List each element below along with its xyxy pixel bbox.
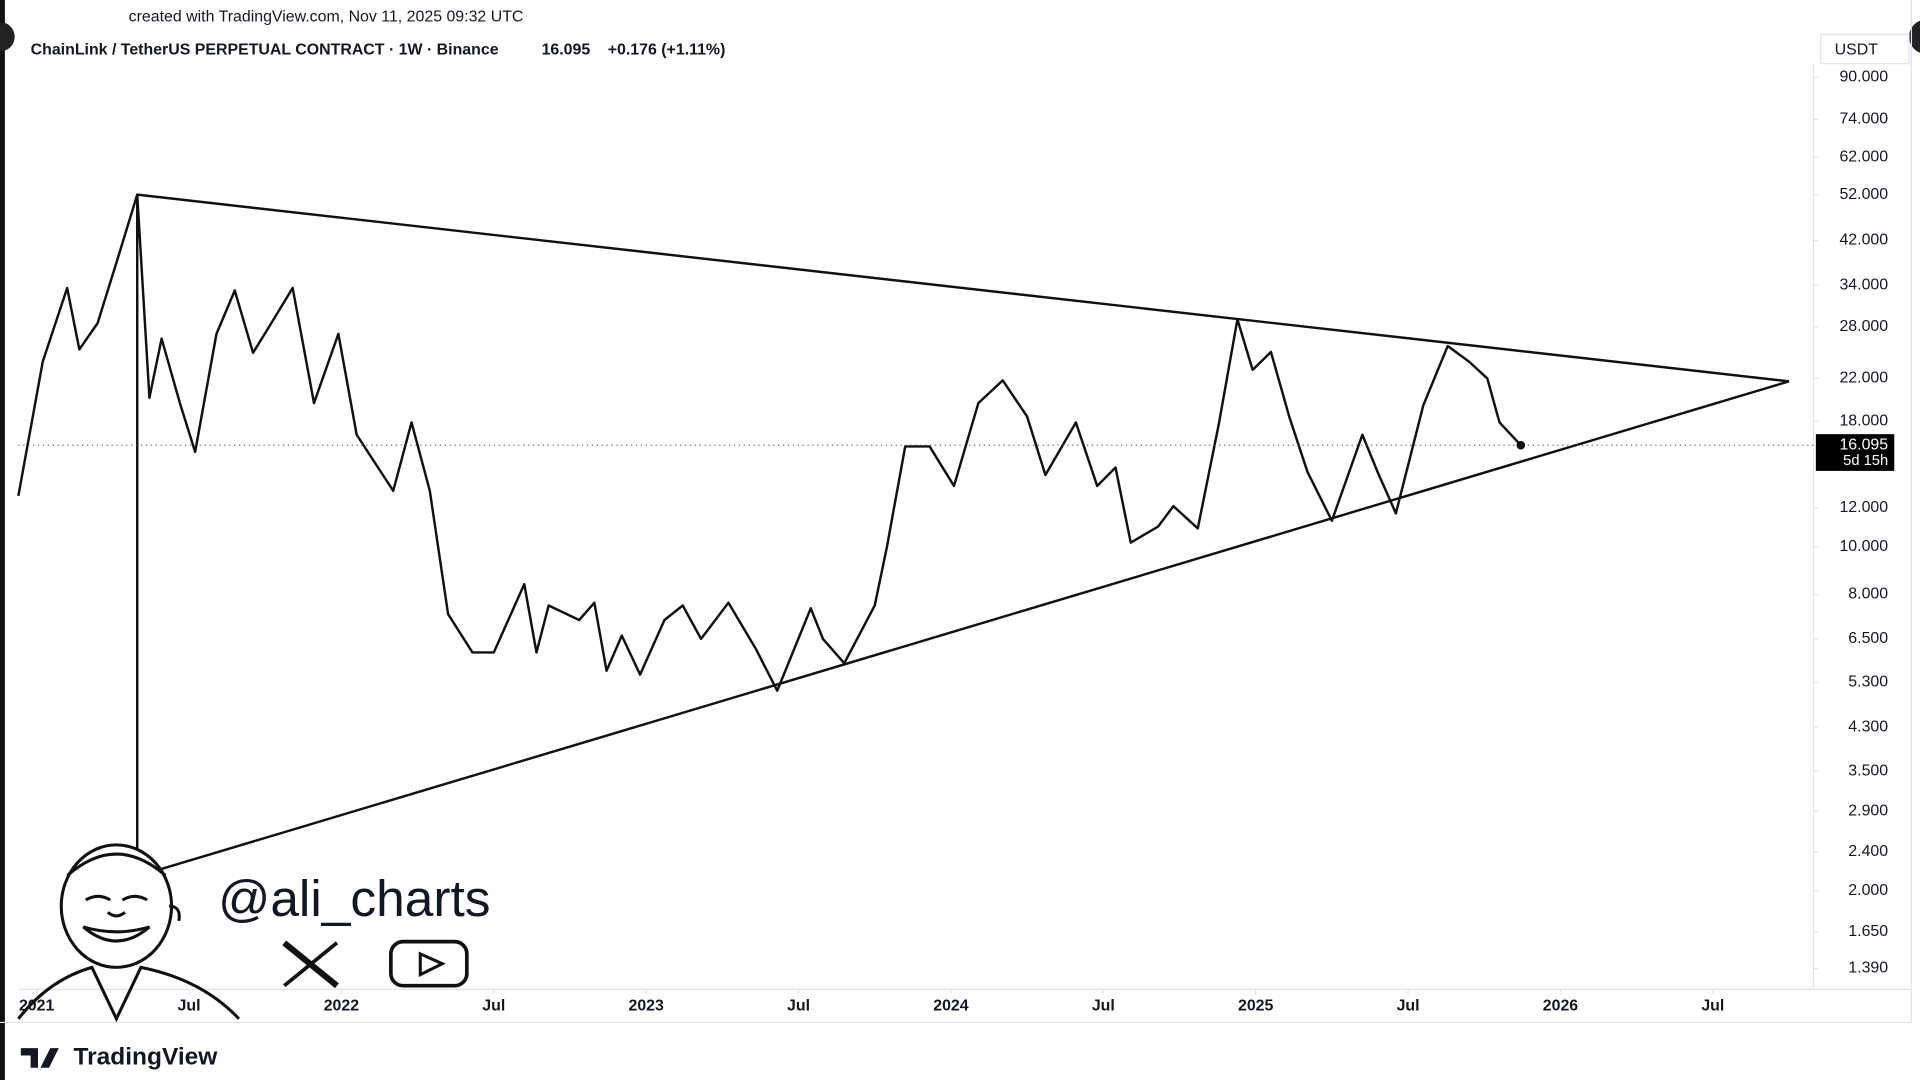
x-tick-label: Jul: [482, 998, 505, 1015]
y-tick-label: 3.500: [1848, 762, 1888, 779]
x-tick-label: 2023: [628, 998, 664, 1015]
trendline: [136, 380, 1790, 878]
y-tick-label: 4.300: [1848, 718, 1888, 735]
y-tick-label: 5.300: [1848, 674, 1888, 691]
x-tick-label: 2022: [324, 998, 360, 1015]
price-change: +0.176 (+1.11%): [608, 41, 726, 58]
youtube-logo[interactable]: [389, 939, 469, 988]
price-tag-value: 16.095: [1839, 436, 1888, 453]
avatar: [17, 843, 241, 1023]
created-note: created with TradingView.com, Nov 11, 20…: [129, 8, 524, 25]
y-tick-label: 28.000: [1839, 318, 1888, 335]
y-tick-label: 6.500: [1848, 630, 1888, 647]
x-tick-label: Jul: [178, 998, 201, 1015]
x-tick-label: Jul: [1092, 998, 1115, 1015]
x-tick-label: 2021: [19, 998, 55, 1015]
left-edge: [0, 0, 5, 1080]
currency: USDT: [1835, 41, 1879, 58]
last-price: 16.095: [542, 41, 591, 58]
y-tick-label: 1.390: [1848, 960, 1888, 977]
y-tick-label: 18.000: [1839, 412, 1888, 429]
y-tick-label: 74.000: [1839, 110, 1888, 127]
watermark-handle: @ali_charts: [218, 869, 490, 927]
price-tag: [1815, 434, 1895, 471]
y-tick-label: 42.000: [1839, 231, 1888, 248]
y-tick-label: 8.000: [1848, 586, 1888, 603]
y-tick-label: 12.000: [1839, 499, 1888, 516]
y-tick-label: 52.000: [1839, 186, 1888, 203]
currency-box[interactable]: [1820, 33, 1910, 65]
x-tick-label: 2026: [1543, 998, 1579, 1015]
y-tick-label: 2.400: [1848, 843, 1888, 860]
price-line: [17, 193, 1522, 692]
plot: 1.390 1.650 2.000 2.400 2.900 3.500 4.300 5.300…: [17, 69, 1895, 1015]
y-tick-label: 34.000: [1839, 277, 1888, 294]
nav-button[interactable]: [0, 22, 15, 52]
y-tick-label: 2.900: [1848, 803, 1888, 820]
price-tag-countdown: 5d 15h: [1843, 453, 1888, 469]
x-tick-label: 2024: [933, 998, 969, 1015]
y-tick-label: 1.650: [1848, 923, 1888, 940]
x-tick-label: 2025: [1238, 998, 1274, 1015]
chart-title: ChainLink / TetherUS PERPETUAL CONTRACT …: [31, 41, 499, 58]
x-tick-label: Jul: [1397, 998, 1420, 1015]
trendline: [137, 193, 1790, 383]
y-tick-label: 10.000: [1839, 538, 1888, 555]
x-tick-label: Jul: [787, 998, 810, 1015]
brand-name: TradingView: [74, 1043, 219, 1070]
y-tick-label: 2.000: [1848, 882, 1888, 899]
y-tick-label: 22.000: [1839, 370, 1888, 387]
x-logo[interactable]: [282, 940, 339, 989]
last-point: [1516, 440, 1526, 450]
x-tick-label: Jul: [1701, 998, 1724, 1015]
y-tick-label: 90.000: [1839, 69, 1888, 86]
brand-logo: [20, 1048, 59, 1068]
y-tick-label: 62.000: [1839, 148, 1888, 165]
